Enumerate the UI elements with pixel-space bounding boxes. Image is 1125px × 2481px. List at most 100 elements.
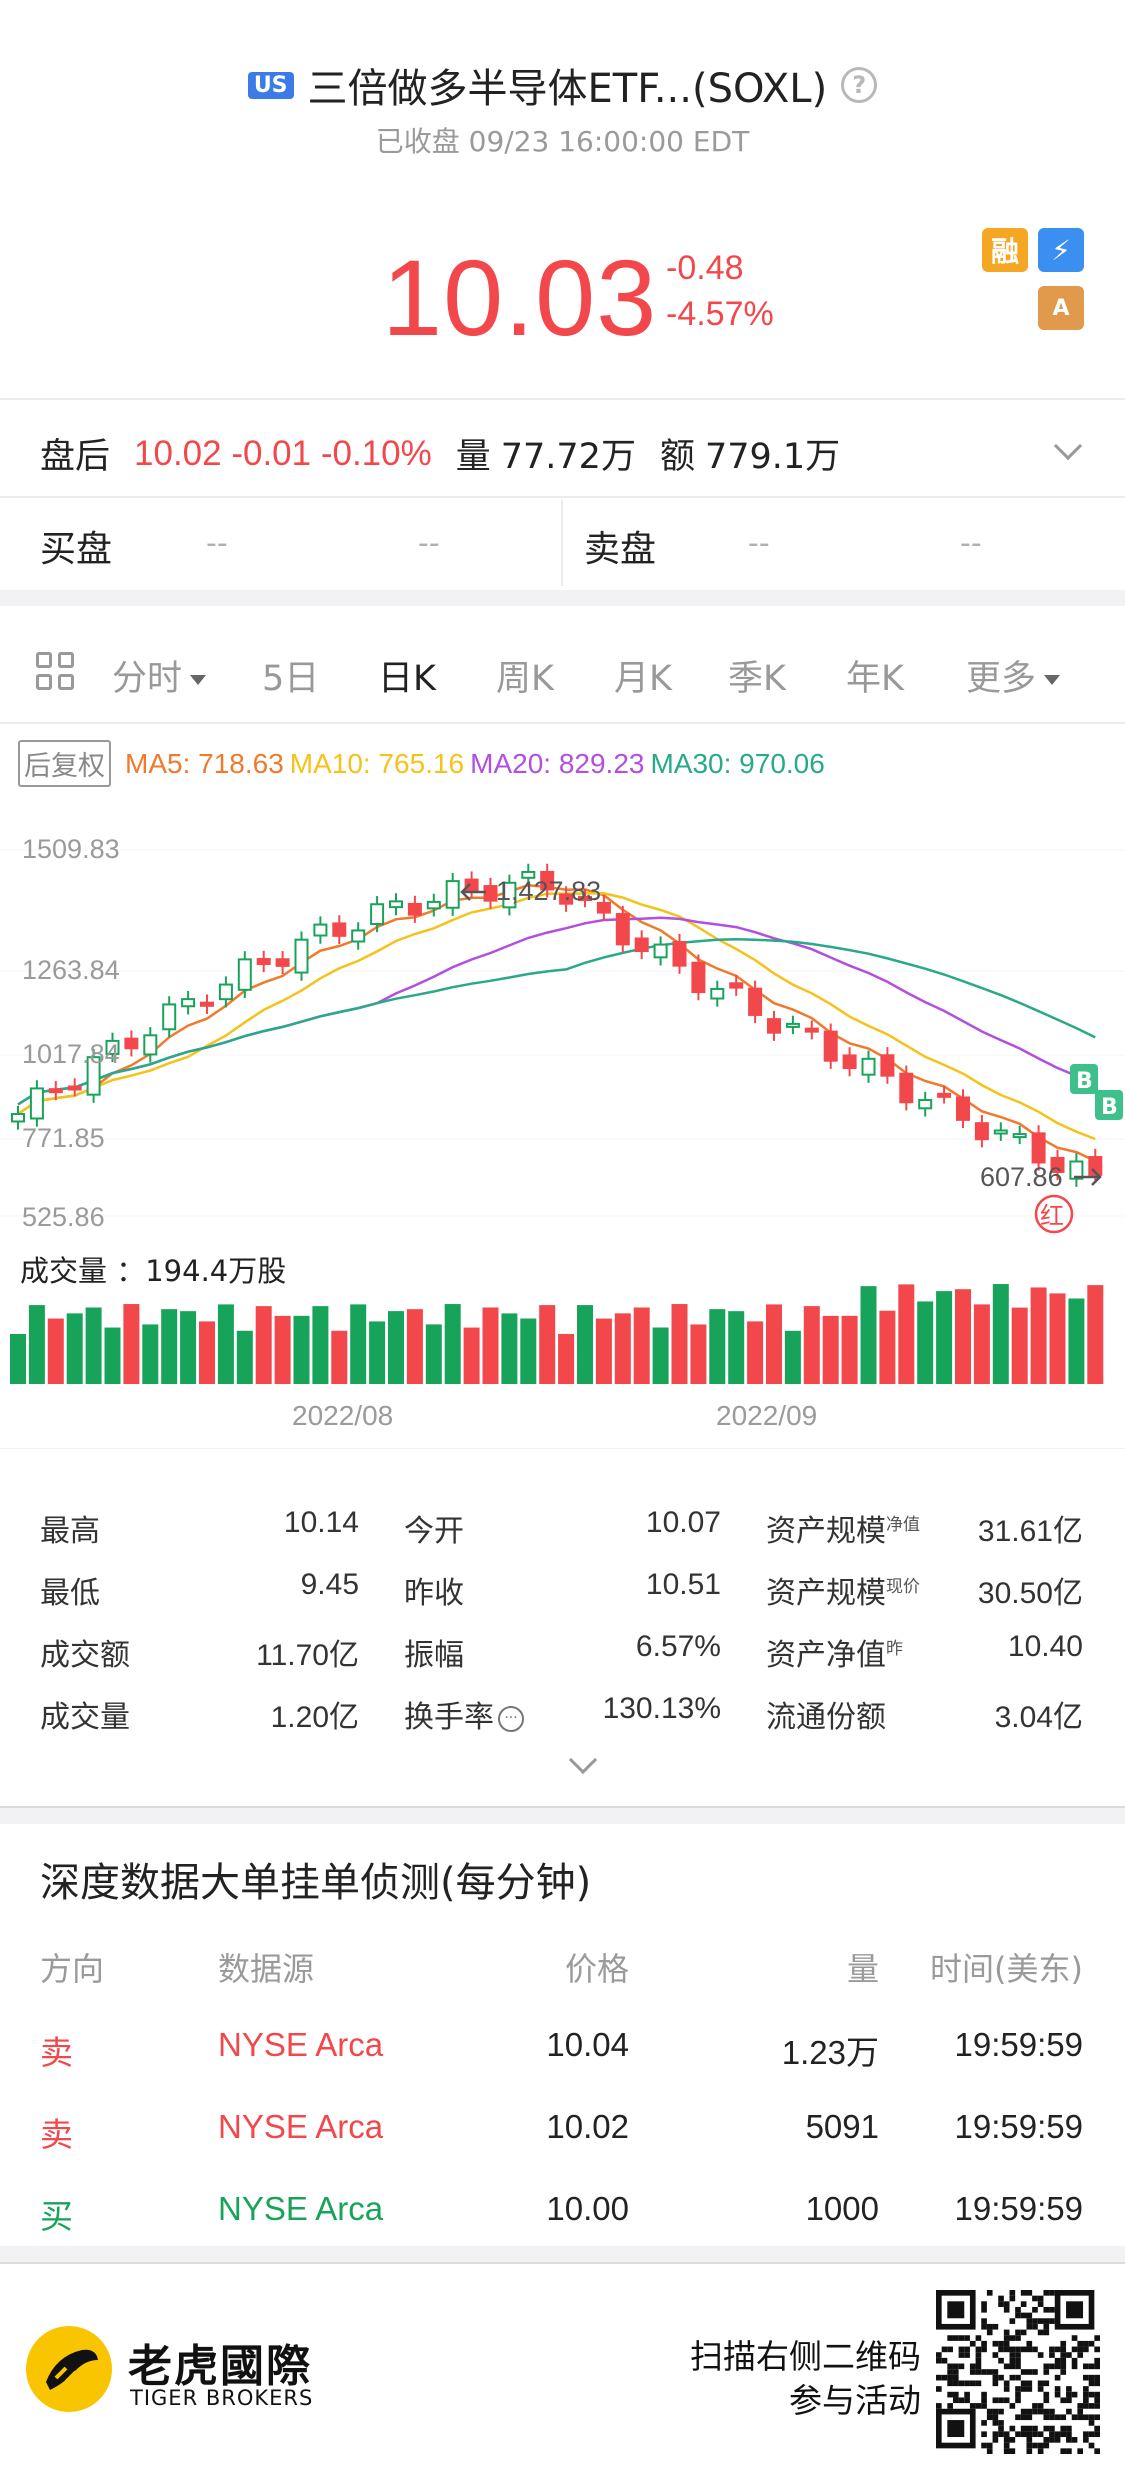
tab-intraday[interactable]: 分时 xyxy=(112,650,207,701)
qr-module xyxy=(1003,2346,1010,2353)
qr-module xyxy=(1020,2425,1027,2432)
qr-module xyxy=(964,2352,970,2358)
qr-module xyxy=(1037,2352,1044,2358)
candle-body xyxy=(162,1003,177,1031)
dropdown-arrow-icon xyxy=(1044,675,1061,685)
market-status: 已收盘 09/23 16:00:00 EDT xyxy=(375,125,750,158)
qr-module xyxy=(1003,2437,1010,2443)
divider xyxy=(0,722,1125,724)
volume-bar xyxy=(369,1321,386,1384)
candle-body xyxy=(634,937,649,953)
layout-grid-icon[interactable] xyxy=(36,652,76,692)
tab-5day[interactable]: 5日 xyxy=(262,659,320,699)
qr-module xyxy=(1083,2414,1089,2421)
qr-module xyxy=(1088,2414,1095,2421)
qr-module xyxy=(1037,2295,1044,2302)
col-header-price: 价格 xyxy=(564,1950,629,1988)
qr-module xyxy=(1026,2408,1033,2415)
qr-module xyxy=(1032,2323,1038,2330)
tab-weekly-k[interactable]: 周K xyxy=(496,659,554,699)
bid-size: -- xyxy=(418,526,440,561)
qr-finder xyxy=(947,2420,965,2438)
tab-quarterly-k[interactable]: 季K xyxy=(728,659,786,699)
col-header-side: 方向 xyxy=(40,1950,105,1988)
qr-module xyxy=(1066,2431,1072,2438)
qr-module xyxy=(1020,2408,1027,2415)
volume-bar xyxy=(558,1333,575,1384)
qr-module xyxy=(1015,2414,1021,2421)
qr-module xyxy=(1066,2437,1072,2443)
qr-module xyxy=(1037,2380,1044,2387)
qr-module xyxy=(1066,2391,1072,2398)
volume-bar xyxy=(444,1304,461,1384)
candle-body xyxy=(861,1057,876,1076)
lightning-badge-icon[interactable]: ⚡ xyxy=(1038,228,1084,272)
qr-module xyxy=(1020,2346,1027,2353)
qr-module xyxy=(1032,2442,1038,2449)
volume-bar xyxy=(331,1330,348,1384)
qr-module xyxy=(1043,2437,1050,2443)
qr-module xyxy=(1054,2374,1061,2381)
qr-module xyxy=(947,2363,953,2370)
candle-body xyxy=(578,896,592,902)
qr-module xyxy=(1060,2346,1067,2353)
candle-body xyxy=(710,987,725,1000)
volume-bar xyxy=(860,1286,877,1384)
info-icon[interactable]: ··· xyxy=(498,1705,524,1732)
tab-daily-k[interactable]: 日K xyxy=(378,659,436,699)
adjust-toggle[interactable]: 后复权 xyxy=(18,740,111,787)
qr-module xyxy=(1015,2397,1021,2404)
qr-module xyxy=(992,2352,999,2358)
qr-module xyxy=(1037,2318,1044,2324)
candle-body xyxy=(181,998,196,1008)
volume-bar xyxy=(690,1324,707,1384)
stat-label: 昨收 xyxy=(404,1576,464,1611)
tab-yearly-k[interactable]: 年K xyxy=(846,659,904,699)
qr-module xyxy=(1060,2369,1067,2375)
qr-module xyxy=(952,2335,959,2341)
qr-module xyxy=(1049,2414,1055,2421)
help-icon[interactable]: ? xyxy=(841,67,878,103)
expand-stats-chevron-icon[interactable] xyxy=(568,1745,598,1775)
price-change-pct: -4.57% xyxy=(666,295,774,333)
margin-badge-icon[interactable]: 融 xyxy=(982,228,1028,272)
qr-module xyxy=(981,2340,987,2347)
qr-module xyxy=(1071,2335,1078,2341)
volume-label: 成交量 ：194.4万股 xyxy=(20,1254,287,1288)
stack-badge-icon[interactable]: A xyxy=(1038,286,1084,330)
qr-module xyxy=(1083,2391,1089,2398)
qr-module xyxy=(1015,2357,1021,2364)
stat-label: 最低 xyxy=(40,1576,100,1611)
qr-module xyxy=(958,2380,965,2387)
red-signal-label: 红 xyxy=(1040,1202,1064,1230)
kline-chart[interactable]: 1509.83 1263.84 1017.84 771.85 525.86 1,… xyxy=(0,820,1125,1400)
qr-module xyxy=(1032,2295,1038,2302)
qr-module xyxy=(1015,2391,1021,2398)
qr-module xyxy=(1032,2425,1038,2432)
qr-module xyxy=(986,2408,993,2415)
qr-module xyxy=(1083,2386,1089,2392)
qr-module xyxy=(1066,2425,1072,2432)
expand-chevron-icon[interactable] xyxy=(1053,431,1083,461)
qr-module xyxy=(1020,2301,1027,2307)
stat-label-sup: 现价 xyxy=(886,1577,920,1597)
qr-module xyxy=(964,2346,970,2353)
after-hours-row[interactable]: 盘后 10.02 -0.01 -0.10% 量 77.72万 额 779.1万 xyxy=(40,428,840,479)
volume-bar xyxy=(1087,1285,1104,1384)
qr-module xyxy=(1026,2323,1033,2330)
qr-module xyxy=(1009,2425,1016,2432)
stat-label: 资产规模净值 xyxy=(766,1506,920,1550)
tab-monthly-k[interactable]: 月K xyxy=(614,659,672,699)
qr-module xyxy=(1049,2306,1055,2313)
qr-module xyxy=(1009,2403,1016,2409)
qr-module xyxy=(1009,2357,1016,2364)
qr-module xyxy=(981,2431,987,2438)
candle-body xyxy=(672,941,687,967)
qr-module xyxy=(1026,2431,1033,2438)
tab-more[interactable]: 更多 xyxy=(966,650,1061,701)
qr-module xyxy=(1009,2374,1016,2381)
stat-label-text: 资产净值 xyxy=(766,1638,886,1673)
qr-module xyxy=(1043,2397,1050,2404)
ma-line xyxy=(17,892,1096,1141)
qr-module xyxy=(1083,2403,1089,2409)
